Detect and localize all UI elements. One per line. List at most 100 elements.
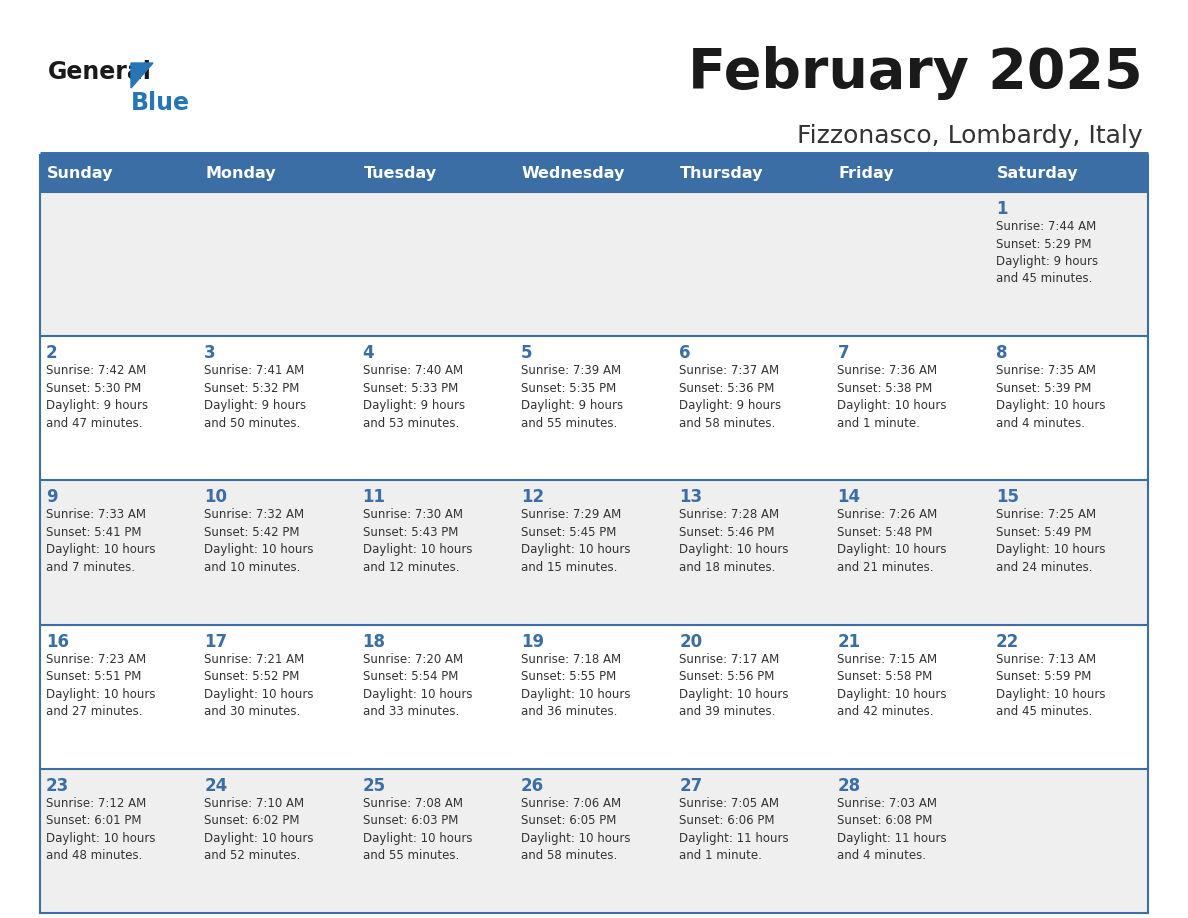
Bar: [674, 192, 832, 336]
Text: Sunrise: 7:20 AM
Sunset: 5:54 PM
Daylight: 10 hours
and 33 minutes.: Sunrise: 7:20 AM Sunset: 5:54 PM Dayligh…: [362, 653, 472, 718]
Bar: [198, 336, 356, 480]
Text: Sunrise: 7:36 AM
Sunset: 5:38 PM
Daylight: 10 hours
and 1 minute.: Sunrise: 7:36 AM Sunset: 5:38 PM Dayligh…: [838, 364, 947, 430]
Text: Sunrise: 7:40 AM
Sunset: 5:33 PM
Daylight: 9 hours
and 53 minutes.: Sunrise: 7:40 AM Sunset: 5:33 PM Dayligh…: [362, 364, 465, 430]
Bar: [40, 480, 198, 624]
Text: February 2025: February 2025: [688, 46, 1143, 100]
Text: 2: 2: [46, 344, 58, 363]
Bar: [514, 768, 674, 913]
Bar: [356, 624, 514, 768]
Bar: [514, 624, 674, 768]
Bar: [832, 624, 990, 768]
Text: Sunrise: 7:05 AM
Sunset: 6:06 PM
Daylight: 11 hours
and 1 minute.: Sunrise: 7:05 AM Sunset: 6:06 PM Dayligh…: [680, 797, 789, 862]
Bar: [832, 155, 990, 192]
Text: 9: 9: [46, 488, 58, 507]
Bar: [832, 480, 990, 624]
Bar: [990, 480, 1148, 624]
Text: Sunrise: 7:17 AM
Sunset: 5:56 PM
Daylight: 10 hours
and 39 minutes.: Sunrise: 7:17 AM Sunset: 5:56 PM Dayligh…: [680, 653, 789, 718]
Bar: [514, 192, 674, 336]
Text: 7: 7: [838, 344, 849, 363]
Text: 8: 8: [996, 344, 1007, 363]
Text: Saturday: Saturday: [997, 166, 1079, 181]
Bar: [990, 336, 1148, 480]
Text: Thursday: Thursday: [681, 166, 764, 181]
Text: 5: 5: [520, 344, 532, 363]
Text: Sunrise: 7:08 AM
Sunset: 6:03 PM
Daylight: 10 hours
and 55 minutes.: Sunrise: 7:08 AM Sunset: 6:03 PM Dayligh…: [362, 797, 472, 862]
Text: Sunrise: 7:21 AM
Sunset: 5:52 PM
Daylight: 10 hours
and 30 minutes.: Sunrise: 7:21 AM Sunset: 5:52 PM Dayligh…: [204, 653, 314, 718]
Bar: [356, 155, 514, 192]
Text: Sunrise: 7:13 AM
Sunset: 5:59 PM
Daylight: 10 hours
and 45 minutes.: Sunrise: 7:13 AM Sunset: 5:59 PM Dayligh…: [996, 653, 1105, 718]
Bar: [40, 624, 198, 768]
Bar: [40, 768, 198, 913]
Bar: [198, 155, 356, 192]
Text: Sunrise: 7:10 AM
Sunset: 6:02 PM
Daylight: 10 hours
and 52 minutes.: Sunrise: 7:10 AM Sunset: 6:02 PM Dayligh…: [204, 797, 314, 862]
Bar: [832, 336, 990, 480]
Text: 19: 19: [520, 633, 544, 651]
Text: Sunday: Sunday: [48, 166, 114, 181]
Text: Sunrise: 7:15 AM
Sunset: 5:58 PM
Daylight: 10 hours
and 42 minutes.: Sunrise: 7:15 AM Sunset: 5:58 PM Dayligh…: [838, 653, 947, 718]
Text: 21: 21: [838, 633, 860, 651]
Bar: [514, 155, 674, 192]
Text: 12: 12: [520, 488, 544, 507]
Text: Sunrise: 7:35 AM
Sunset: 5:39 PM
Daylight: 10 hours
and 4 minutes.: Sunrise: 7:35 AM Sunset: 5:39 PM Dayligh…: [996, 364, 1105, 430]
Text: Tuesday: Tuesday: [364, 166, 437, 181]
Text: Sunrise: 7:12 AM
Sunset: 6:01 PM
Daylight: 10 hours
and 48 minutes.: Sunrise: 7:12 AM Sunset: 6:01 PM Dayligh…: [46, 797, 156, 862]
Polygon shape: [131, 63, 153, 88]
Text: General: General: [48, 60, 152, 84]
Text: Sunrise: 7:25 AM
Sunset: 5:49 PM
Daylight: 10 hours
and 24 minutes.: Sunrise: 7:25 AM Sunset: 5:49 PM Dayligh…: [996, 509, 1105, 574]
Text: 23: 23: [46, 777, 69, 795]
Text: Sunrise: 7:30 AM
Sunset: 5:43 PM
Daylight: 10 hours
and 12 minutes.: Sunrise: 7:30 AM Sunset: 5:43 PM Dayligh…: [362, 509, 472, 574]
Bar: [674, 336, 832, 480]
Text: 27: 27: [680, 777, 702, 795]
Bar: [356, 192, 514, 336]
Text: 14: 14: [838, 488, 860, 507]
Text: Sunrise: 7:29 AM
Sunset: 5:45 PM
Daylight: 10 hours
and 15 minutes.: Sunrise: 7:29 AM Sunset: 5:45 PM Dayligh…: [520, 509, 631, 574]
Text: Sunrise: 7:26 AM
Sunset: 5:48 PM
Daylight: 10 hours
and 21 minutes.: Sunrise: 7:26 AM Sunset: 5:48 PM Dayligh…: [838, 509, 947, 574]
Text: Sunrise: 7:32 AM
Sunset: 5:42 PM
Daylight: 10 hours
and 10 minutes.: Sunrise: 7:32 AM Sunset: 5:42 PM Dayligh…: [204, 509, 314, 574]
Bar: [40, 336, 198, 480]
Text: 26: 26: [520, 777, 544, 795]
Text: Sunrise: 7:06 AM
Sunset: 6:05 PM
Daylight: 10 hours
and 58 minutes.: Sunrise: 7:06 AM Sunset: 6:05 PM Dayligh…: [520, 797, 631, 862]
Bar: [356, 336, 514, 480]
Bar: [832, 192, 990, 336]
Bar: [198, 192, 356, 336]
Bar: [514, 336, 674, 480]
Text: 6: 6: [680, 344, 690, 363]
Text: Sunrise: 7:03 AM
Sunset: 6:08 PM
Daylight: 11 hours
and 4 minutes.: Sunrise: 7:03 AM Sunset: 6:08 PM Dayligh…: [838, 797, 947, 862]
Text: 13: 13: [680, 488, 702, 507]
Bar: [40, 192, 198, 336]
Bar: [990, 768, 1148, 913]
Text: 15: 15: [996, 488, 1019, 507]
Text: Sunrise: 7:44 AM
Sunset: 5:29 PM
Daylight: 9 hours
and 45 minutes.: Sunrise: 7:44 AM Sunset: 5:29 PM Dayligh…: [996, 220, 1098, 285]
Bar: [198, 480, 356, 624]
Text: 25: 25: [362, 777, 386, 795]
Bar: [990, 192, 1148, 336]
Text: Monday: Monday: [206, 166, 276, 181]
Text: 17: 17: [204, 633, 227, 651]
Bar: [356, 480, 514, 624]
Bar: [674, 480, 832, 624]
Text: Sunrise: 7:33 AM
Sunset: 5:41 PM
Daylight: 10 hours
and 7 minutes.: Sunrise: 7:33 AM Sunset: 5:41 PM Dayligh…: [46, 509, 156, 574]
Text: 4: 4: [362, 344, 374, 363]
Text: 11: 11: [362, 488, 386, 507]
Text: Sunrise: 7:18 AM
Sunset: 5:55 PM
Daylight: 10 hours
and 36 minutes.: Sunrise: 7:18 AM Sunset: 5:55 PM Dayligh…: [520, 653, 631, 718]
Text: Sunrise: 7:37 AM
Sunset: 5:36 PM
Daylight: 9 hours
and 58 minutes.: Sunrise: 7:37 AM Sunset: 5:36 PM Dayligh…: [680, 364, 782, 430]
Bar: [674, 155, 832, 192]
Text: Sunrise: 7:39 AM
Sunset: 5:35 PM
Daylight: 9 hours
and 55 minutes.: Sunrise: 7:39 AM Sunset: 5:35 PM Dayligh…: [520, 364, 623, 430]
Bar: [198, 624, 356, 768]
Bar: [40, 155, 198, 192]
Text: Sunrise: 7:41 AM
Sunset: 5:32 PM
Daylight: 9 hours
and 50 minutes.: Sunrise: 7:41 AM Sunset: 5:32 PM Dayligh…: [204, 364, 307, 430]
Text: Wednesday: Wednesday: [522, 166, 625, 181]
Bar: [674, 768, 832, 913]
Bar: [990, 624, 1148, 768]
Text: Blue: Blue: [131, 91, 190, 115]
Text: 22: 22: [996, 633, 1019, 651]
Text: 18: 18: [362, 633, 386, 651]
Text: 3: 3: [204, 344, 216, 363]
Text: Sunrise: 7:42 AM
Sunset: 5:30 PM
Daylight: 9 hours
and 47 minutes.: Sunrise: 7:42 AM Sunset: 5:30 PM Dayligh…: [46, 364, 148, 430]
Bar: [356, 768, 514, 913]
Text: 1: 1: [996, 200, 1007, 218]
Text: 28: 28: [838, 777, 860, 795]
Bar: [990, 155, 1148, 192]
Text: Sunrise: 7:28 AM
Sunset: 5:46 PM
Daylight: 10 hours
and 18 minutes.: Sunrise: 7:28 AM Sunset: 5:46 PM Dayligh…: [680, 509, 789, 574]
Text: Friday: Friday: [839, 166, 895, 181]
